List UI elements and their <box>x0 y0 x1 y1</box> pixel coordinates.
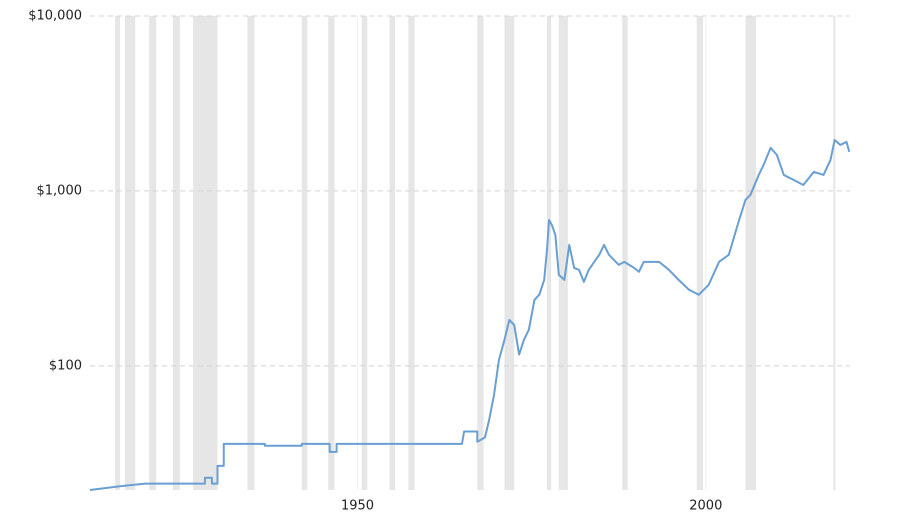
shaded-range <box>389 16 396 490</box>
shaded-range <box>193 16 218 490</box>
x-tick-label: 2000 <box>689 499 722 513</box>
shaded-range <box>124 16 136 490</box>
shaded-range <box>247 16 255 490</box>
x-tick-label: 1950 <box>341 499 374 513</box>
shaded-range <box>745 16 756 490</box>
shaded-range <box>833 16 836 490</box>
shaded-range <box>301 16 308 490</box>
shaded-range <box>622 16 628 490</box>
shaded-range <box>328 16 335 490</box>
shaded-range <box>477 16 484 490</box>
shaded-range <box>408 16 415 490</box>
y-tick-label: $100 <box>49 358 82 373</box>
y-tick-label: $10,000 <box>28 9 82 24</box>
shaded-range <box>558 16 568 490</box>
shaded-range <box>172 16 180 490</box>
y-tick-label: $1,000 <box>37 183 83 198</box>
shaded-range <box>696 16 704 490</box>
shaded-range <box>149 16 157 490</box>
shaded-range <box>504 16 515 490</box>
data-line <box>89 138 851 491</box>
shaded-range <box>546 16 552 490</box>
shaded-range <box>115 16 120 490</box>
shaded-range <box>361 16 368 490</box>
